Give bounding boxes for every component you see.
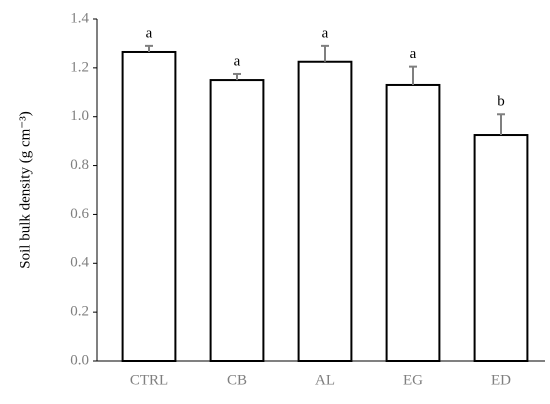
significance-letter: b xyxy=(497,94,505,110)
y-tick-label: 1.0 xyxy=(70,108,89,124)
bar xyxy=(209,79,265,362)
bar xyxy=(121,50,177,362)
significance-letter: a xyxy=(410,46,417,62)
significance-letter: a xyxy=(234,53,241,69)
x-tick-label: AL xyxy=(315,372,335,388)
x-tick-label: EG xyxy=(403,372,423,388)
y-axis-label: Soil bulk density (g cm⁻³) xyxy=(17,111,33,268)
bar xyxy=(473,134,529,362)
y-tick-label: 1.2 xyxy=(70,59,89,75)
bar xyxy=(297,60,353,362)
x-tick-label: CTRL xyxy=(130,372,168,388)
y-tick-label: 1.4 xyxy=(70,10,89,26)
y-tick-label: 0.8 xyxy=(70,157,89,173)
y-tick-label: 0.4 xyxy=(70,255,89,271)
y-tick-label: 0.2 xyxy=(70,304,89,320)
y-tick-label: 0.6 xyxy=(70,206,89,222)
y-tick-label: 0.0 xyxy=(70,352,89,368)
x-tick-label: CB xyxy=(227,372,247,388)
bar xyxy=(385,83,441,362)
x-tick-label: ED xyxy=(491,372,511,388)
significance-letter: a xyxy=(322,25,329,41)
significance-letter: a xyxy=(146,25,153,41)
